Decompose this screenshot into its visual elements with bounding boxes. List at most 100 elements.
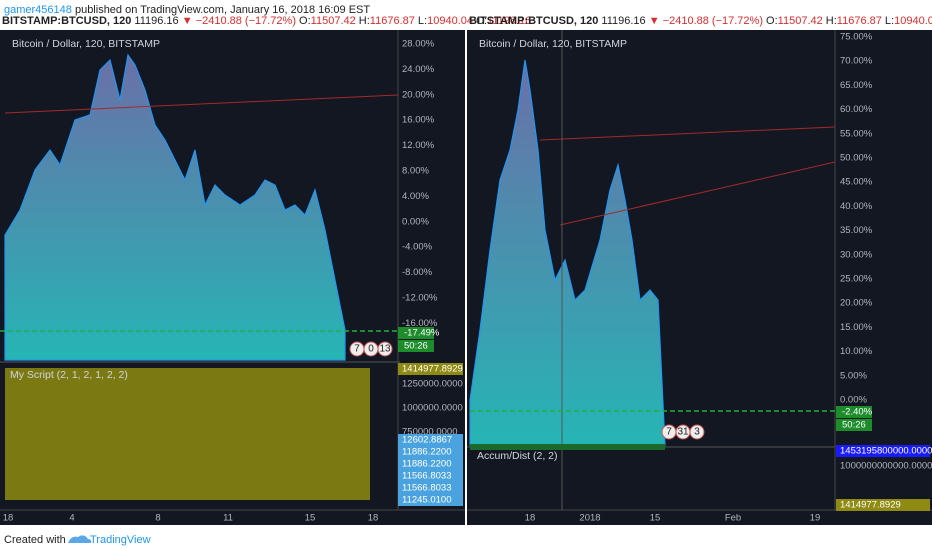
- event-icon: [689, 424, 705, 440]
- indicator-badge-label: 11886.2200: [402, 459, 452, 470]
- time-tick-label: 4: [69, 513, 74, 524]
- indicator-badge-label: 11886.2200: [402, 447, 452, 458]
- chart-legend: Bitcoin / Dollar, 120, BITSTAMP: [479, 38, 627, 50]
- ticker-open-label: O:: [299, 15, 311, 27]
- price-badge: [398, 327, 434, 339]
- indicator-badge: [836, 499, 930, 511]
- tradingview-logo: [68, 535, 92, 543]
- price-tick-label: -4.00%: [402, 242, 433, 253]
- price-badge-label: -17.49%: [404, 328, 440, 339]
- price-tick-label: -8.00%: [402, 267, 433, 278]
- ticker-close-label: C:: [476, 15, 487, 27]
- ticker-open-label: O:: [766, 15, 778, 27]
- time-tick-label: 18: [368, 513, 379, 524]
- price-tick-label: 55.00%: [840, 128, 873, 139]
- indicator-tick-label: 1000000.0000: [402, 403, 463, 414]
- time-tick-label: 19: [810, 513, 821, 524]
- price-badge: [836, 406, 872, 418]
- time-tick-label: 15: [305, 513, 316, 524]
- ticker-low: 10940.04: [894, 15, 932, 27]
- ticker-line: BITSTAMP:BTCUSD, 120 11196.16 ▼ −2410.88…: [2, 15, 531, 27]
- trend-line: [539, 126, 836, 141]
- indicator-tick-label: 750000.0000: [402, 427, 457, 438]
- price-tick-label: 60.00%: [840, 104, 873, 115]
- indicator-area: [470, 444, 665, 450]
- ticker-line: BITSTAMP:BTCUSD, 120 11196.16 ▼ −2410.88…: [469, 15, 932, 27]
- price-tick-label: 20.00%: [402, 89, 435, 100]
- price-tick-label: 12.00%: [402, 140, 435, 151]
- ticker-last: 11196.16: [601, 15, 648, 27]
- price-tick-label: 40.00%: [840, 201, 873, 212]
- event-count: 3: [694, 427, 700, 438]
- price-tick-label: 50.00%: [840, 153, 873, 164]
- price-badge: [836, 419, 872, 431]
- price-area: [4, 53, 346, 361]
- ticker-change: −2410.88 (−17.72%): [196, 15, 299, 27]
- indicator-tick-label: 1000000000000.0000: [840, 461, 932, 472]
- price-tick-label: 10.00%: [840, 346, 873, 357]
- indicator-badge: [398, 434, 463, 446]
- indicator-badge-label: 11566.8033: [402, 471, 452, 482]
- footer-brand[interactable]: TradingView: [90, 534, 151, 546]
- ticker-close: 11196.16: [487, 15, 531, 27]
- price-tick-label: 75.00%: [840, 32, 873, 43]
- price-area: [469, 59, 666, 446]
- event-count: 31: [677, 427, 689, 438]
- price-badge-label: 50:26: [404, 341, 428, 352]
- price-tick-label: 45.00%: [840, 177, 873, 188]
- ticker-symbol: BITSTAMP:BTCUSD, 120: [2, 15, 134, 27]
- ticker-open: 11507.42: [778, 15, 826, 27]
- indicator-badge: [398, 458, 463, 470]
- price-tick-label: 0.00%: [840, 395, 867, 406]
- event-count: 7: [354, 344, 360, 355]
- time-tick-label: 11: [223, 513, 233, 524]
- price-tick-label: 25.00%: [840, 274, 873, 285]
- ticker-last: 11196.16: [134, 15, 181, 27]
- trend-line: [559, 161, 836, 226]
- indicator-badge: [836, 445, 930, 457]
- ticker-high-label: H:: [359, 15, 370, 27]
- price-tick-label: 65.00%: [840, 80, 873, 91]
- time-tick-label: 15: [650, 513, 661, 524]
- time-tick-label: 18: [525, 513, 536, 524]
- indicator-badge-label: 1453195800000.0000: [840, 446, 932, 457]
- price-tick-label: 70.00%: [840, 56, 873, 67]
- indicator-badge: [398, 470, 463, 482]
- indicator-badge-label: 11566.8033: [402, 483, 452, 494]
- price-tick-label: 8.00%: [402, 166, 429, 177]
- price-tick-label: 15.00%: [840, 322, 873, 333]
- price-tick-label: -16.00%: [402, 318, 438, 329]
- price-tick-label: -12.00%: [402, 293, 438, 304]
- price-tick-label: 24.00%: [402, 64, 435, 75]
- price-tick-label: 5.00%: [840, 370, 867, 381]
- time-tick-label: 2018: [579, 513, 600, 524]
- event-count: 7: [666, 427, 672, 438]
- ticker-symbol: BITSTAMP:BTCUSD, 120: [469, 15, 601, 27]
- price-tick-label: 0.00%: [402, 216, 429, 227]
- ticker-change: −2410.88 (−17.72%): [663, 15, 766, 27]
- trend-line: [4, 94, 399, 114]
- ticker-arrow: ▼: [649, 15, 663, 27]
- ticker-open: 11507.42: [311, 15, 359, 27]
- event-count: 13: [379, 344, 391, 355]
- footer-created: Created with: [4, 534, 66, 546]
- indicator-badge-label: 1414977.8929: [402, 364, 463, 375]
- indicator-badge: [398, 363, 463, 375]
- header-line: gamer456148 published on TradingView.com…: [4, 4, 370, 16]
- indicator-badge: [398, 446, 463, 458]
- time-tick-label: 18: [3, 513, 14, 524]
- event-count: 0: [368, 344, 374, 355]
- author[interactable]: gamer456148: [4, 4, 72, 16]
- indicator-badge-label: 11245.0100: [402, 495, 452, 506]
- ticker-low: 10940.04: [427, 15, 476, 27]
- price-badge-label: -2.40%: [842, 407, 873, 418]
- event-icon: [377, 341, 393, 357]
- price-tick-label: 4.00%: [402, 191, 429, 202]
- ticker-high: 11676.87: [370, 15, 418, 27]
- price-tick-label: 20.00%: [840, 298, 873, 309]
- time-tick-label: 8: [155, 513, 160, 524]
- price-badge-label: 50:26: [842, 420, 866, 431]
- ticker-low-label: L:: [418, 15, 427, 27]
- price-tick-label: 28.00%: [402, 39, 435, 50]
